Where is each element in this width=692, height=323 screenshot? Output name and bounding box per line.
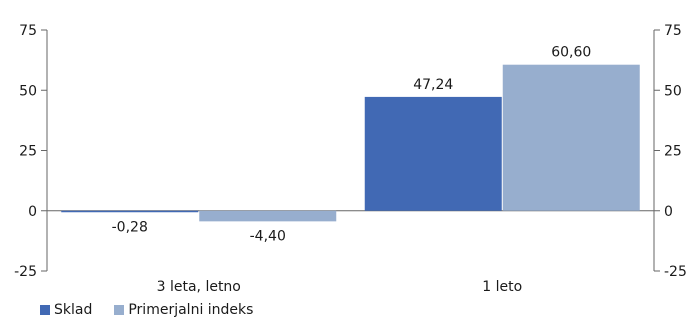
category-labels: 3 leta, letno 1 leto bbox=[157, 279, 523, 295]
right-tick-label: -25 bbox=[664, 264, 687, 280]
category-label: 1 leto bbox=[482, 279, 522, 295]
legend-swatch-sklad bbox=[40, 305, 50, 315]
bar-chart: 75 75 50 50 25 25 0 0 -25 -25 -0,28 -4,40 47,24 60,6… bbox=[14, 23, 687, 295]
right-tick-label: 0 bbox=[664, 204, 673, 220]
data-label-primerjalni-indeks: 60,60 bbox=[551, 45, 591, 61]
data-labels: -0,28 -4,40 47,24 60,60 bbox=[112, 45, 592, 245]
legend-swatch-primerjalni-indeks bbox=[114, 305, 125, 315]
right-tick-label: 50 bbox=[664, 83, 682, 99]
legend-item-primerjalni-indeks: Primerjalni indeks bbox=[114, 302, 253, 318]
bar-primerjalni-indeks bbox=[199, 210, 337, 222]
legend: Sklad Primerjalni indeks bbox=[40, 302, 275, 318]
right-tick-label: 25 bbox=[664, 144, 682, 160]
right-tick-label: 75 bbox=[664, 23, 682, 39]
left-tick-label: 0 bbox=[28, 204, 37, 220]
data-label-primerjalni-indeks: -4,40 bbox=[250, 228, 286, 244]
left-tick-label: 25 bbox=[19, 144, 37, 160]
bar-sklad bbox=[61, 210, 199, 213]
legend-label-primerjalni-indeks: Primerjalni indeks bbox=[128, 302, 254, 318]
left-tick-label: 50 bbox=[19, 83, 37, 99]
bars bbox=[61, 64, 640, 222]
bar-primerjalni-indeks bbox=[502, 64, 640, 211]
left-tick-label: -25 bbox=[14, 264, 37, 280]
left-tick-label: 75 bbox=[19, 23, 37, 39]
bar-sklad bbox=[364, 96, 502, 211]
category-label: 3 leta, letno bbox=[157, 279, 241, 295]
legend-item-sklad: Sklad bbox=[40, 302, 92, 318]
data-label-sklad: 47,24 bbox=[413, 77, 453, 93]
legend-label-sklad: Sklad bbox=[54, 302, 93, 318]
data-label-sklad: -0,28 bbox=[112, 219, 148, 235]
